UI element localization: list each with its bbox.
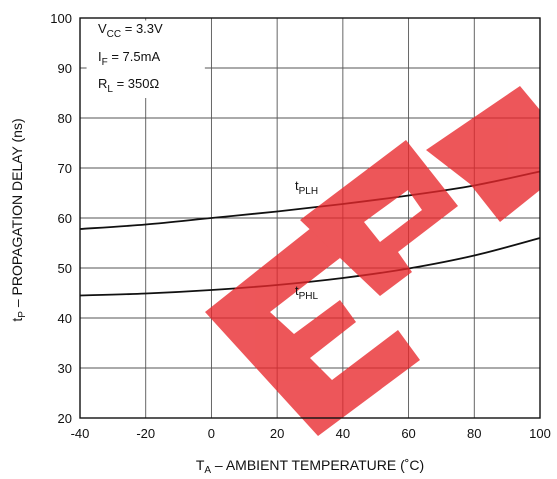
x-tick-label: 20	[270, 426, 284, 441]
y-tick-label: 100	[50, 11, 72, 26]
y-tick-label: 60	[58, 211, 72, 226]
series-line-tphl	[79, 237, 541, 297]
watermark-letter-w	[426, 86, 540, 222]
x-tick-label: 100	[529, 426, 551, 441]
y-tick-label: 40	[58, 311, 72, 326]
plot-frame	[79, 17, 541, 419]
y-tick-label: 80	[58, 111, 72, 126]
conditions-box: VCC = 3.3V IF = 7.5mA RL = 350Ω	[86, 20, 205, 98]
x-tick-label: -40	[71, 426, 90, 441]
x-axis-title: TA – AMBIENT TEMPERATURE (˚C)	[196, 457, 424, 476]
watermark-letter-e	[205, 224, 420, 436]
tick-labels: -40 -20 0 20 40 60 80 100 20 30 40 50 60 70 80 90 100	[50, 11, 551, 441]
x-tick-label: 0	[208, 426, 215, 441]
condition-vcc: VCC = 3.3V	[98, 21, 163, 40]
y-tick-label: 20	[58, 411, 72, 426]
x-tick-label: -20	[136, 426, 155, 441]
condition-rl: RL = 350Ω	[98, 76, 159, 95]
y-tick-label: 70	[58, 161, 72, 176]
y-tick-label: 50	[58, 261, 72, 276]
series-label-tplh: tPLH	[295, 178, 318, 197]
conditions-background	[86, 20, 205, 98]
y-tick-label: 90	[58, 61, 72, 76]
curves	[79, 170, 541, 297]
watermark-letter-p	[300, 140, 458, 296]
x-tick-label: 60	[401, 426, 415, 441]
y-tick-label: 30	[58, 361, 72, 376]
series-label-tphl: tPHL	[295, 283, 319, 302]
y-axis-title: tP – PROPAGATION DELAY (ns)	[9, 118, 28, 321]
condition-if: IF = 7.5mA	[98, 49, 160, 68]
x-tick-label: 40	[336, 426, 350, 441]
watermark	[205, 86, 540, 436]
series-line-tplh	[79, 170, 541, 230]
x-tick-label: 80	[467, 426, 481, 441]
